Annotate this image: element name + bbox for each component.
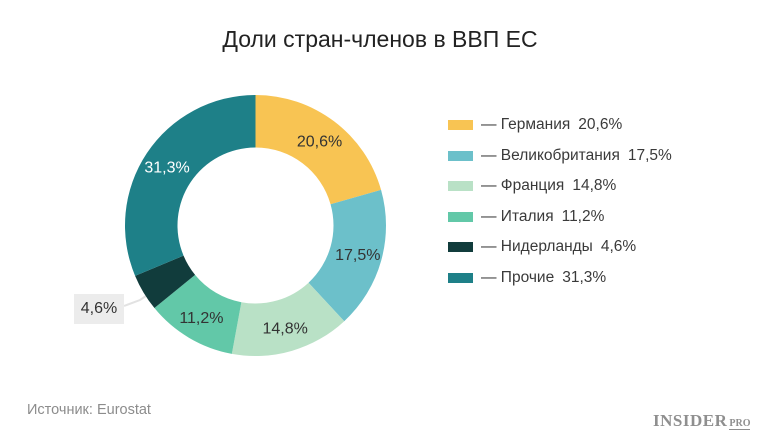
chart-title: Доли стран-членов в ВВП ЕС bbox=[222, 26, 538, 52]
logo-main: INSIDER bbox=[653, 411, 728, 430]
legend-item-uk: — Великобритания 17,5% bbox=[448, 141, 672, 172]
donut-slice-Прочие bbox=[124, 95, 256, 276]
legend-value: 31,3% bbox=[562, 268, 607, 286]
legend-item-others: — Прочие 31,3% bbox=[448, 263, 672, 294]
slice-label: 17,5% bbox=[335, 247, 380, 264]
legend-value: 4,6% bbox=[600, 238, 637, 256]
legend-item-france: — Франция 14,8% bbox=[448, 171, 672, 202]
legend-swatch bbox=[448, 120, 473, 131]
legend-label: — Италия bbox=[481, 207, 554, 225]
legend-item-italy: — Италия 11,2% bbox=[448, 202, 672, 233]
donut-slice-Великобритания bbox=[308, 189, 386, 322]
legend-label: — Франция bbox=[481, 177, 565, 195]
legend-swatch bbox=[448, 150, 473, 161]
legend-value: 14,8% bbox=[572, 177, 617, 195]
legend-swatch bbox=[448, 181, 473, 192]
logo-sub: PRO bbox=[729, 418, 751, 430]
donut-slice-Франция bbox=[231, 282, 345, 356]
insider-pro-logo: INSIDER PRO bbox=[653, 411, 751, 431]
source-note: Источник: Eurostat bbox=[27, 402, 151, 418]
legend-value: 17,5% bbox=[627, 146, 672, 164]
donut-slice-Италия bbox=[154, 274, 242, 354]
legend-value: 11,2% bbox=[561, 207, 605, 225]
legend-swatch bbox=[448, 272, 473, 283]
donut-slice-Нидерланды bbox=[135, 255, 196, 309]
legend-value: 20,6% bbox=[578, 116, 623, 134]
legend-swatch bbox=[448, 211, 473, 222]
slice-label: 11,2% bbox=[179, 310, 223, 327]
legend-label: — Нидерланды bbox=[481, 238, 593, 256]
slice-label: 14,8% bbox=[262, 321, 307, 338]
slice-label: 20,6% bbox=[297, 134, 342, 151]
slice-label: 31,3% bbox=[144, 160, 189, 177]
legend: — Германия 20,6% — Великобритания 17,5% … bbox=[448, 110, 672, 293]
legend-swatch bbox=[448, 242, 473, 253]
small-slice-callout: 4,6% bbox=[74, 294, 124, 324]
legend-item-germany: — Германия 20,6% bbox=[448, 110, 672, 141]
legend-label: — Германия bbox=[481, 116, 571, 134]
legend-item-netherlands: — Нидерланды 4,6% bbox=[448, 232, 672, 263]
donut-slice-Германия bbox=[255, 95, 382, 205]
legend-label: — Великобритания bbox=[481, 146, 620, 164]
legend-label: — Прочие bbox=[481, 268, 555, 286]
